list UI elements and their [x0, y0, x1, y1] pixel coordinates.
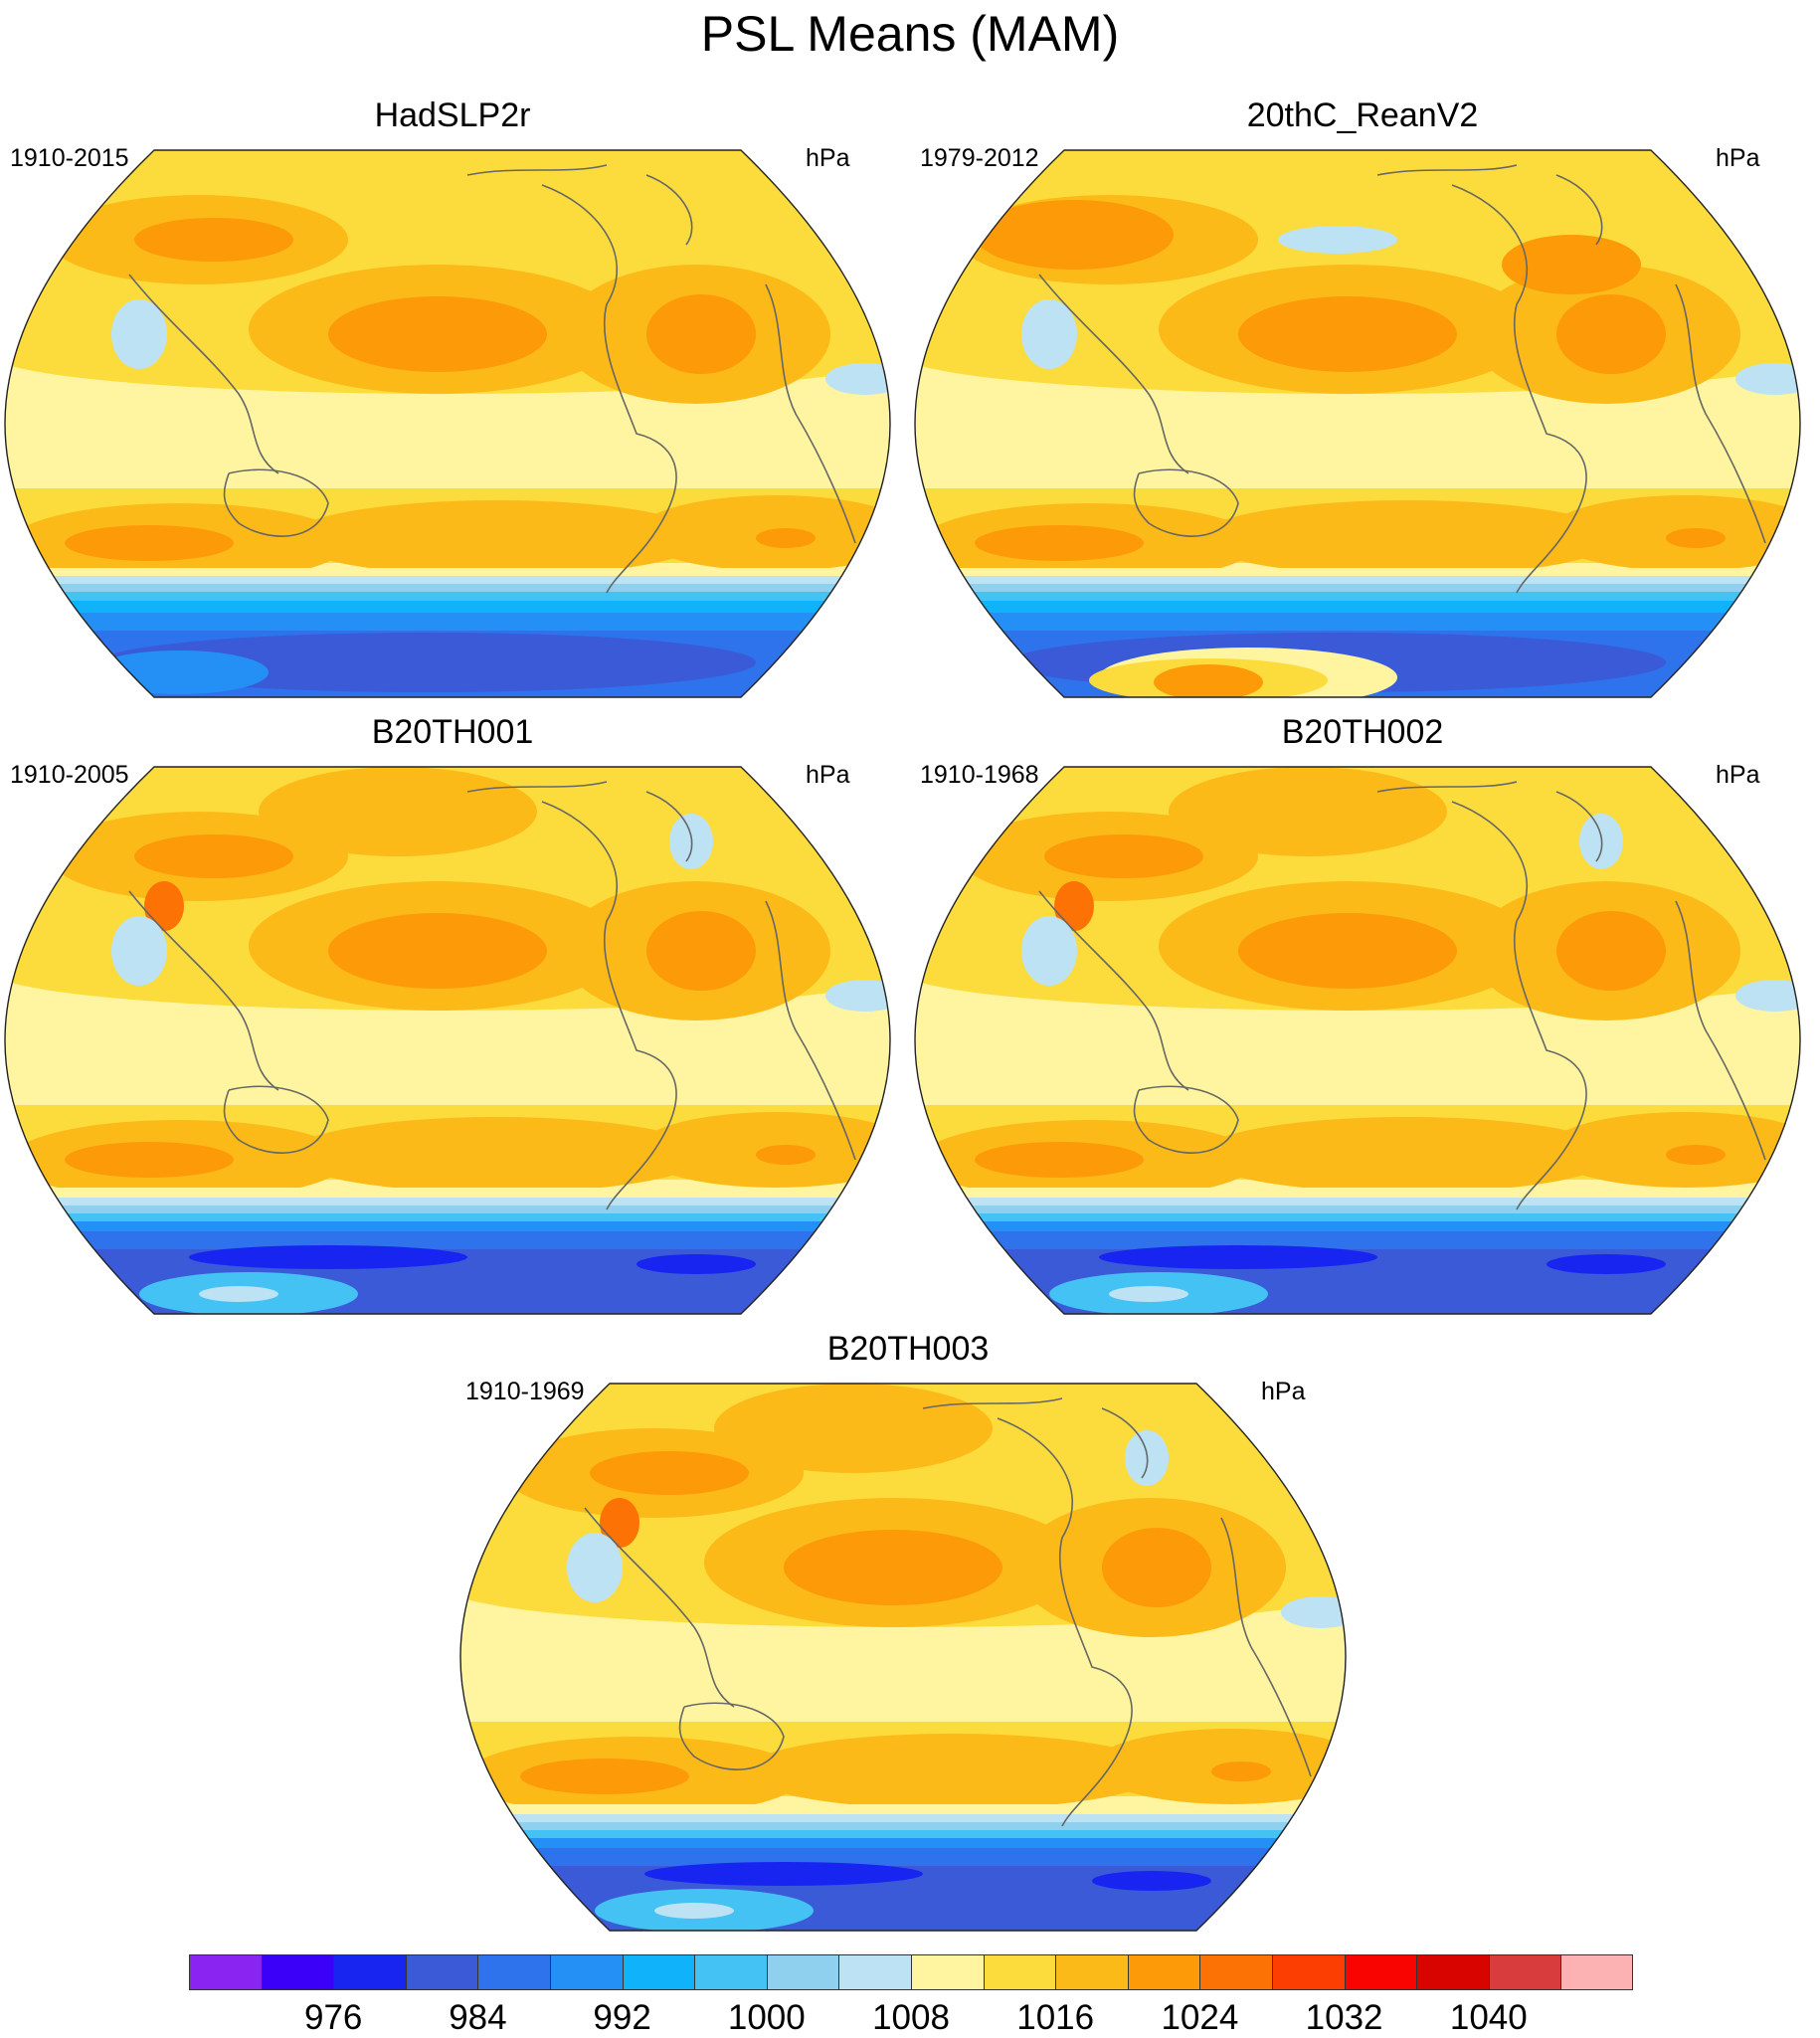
colorbar-tick-label: 1040: [1449, 1998, 1528, 2037]
pressure-colorbar: 976 984 992 1000 1008 1016 1024 1032 1040: [189, 1954, 1634, 2038]
map-panel-b20th003: B20TH003 1910-1969 hPa: [455, 1329, 1361, 1932]
colorbar-swatch: [1055, 1954, 1129, 1990]
panel-units: hPa: [1261, 1378, 1306, 1405]
colorbar-swatch: [911, 1954, 985, 1990]
sea-level-pressure-map: [4, 766, 891, 1315]
panel-title: B20TH001: [371, 713, 534, 751]
sea-level-pressure-map: [914, 149, 1801, 698]
map-panel-b20th001: B20TH001 1910-2005 hPa: [0, 712, 905, 1315]
panel-title: B20TH003: [826, 1330, 990, 1368]
colorbar-swatch: [622, 1954, 695, 1990]
colorbar-swatch: [1416, 1954, 1490, 1990]
colorbar-swatch: [1272, 1954, 1346, 1990]
panel-units: hPa: [806, 144, 850, 172]
colorbar-swatch: [694, 1954, 768, 1990]
colorbar-swatch: [550, 1954, 624, 1990]
panel-title: B20TH002: [1281, 713, 1444, 751]
colorbar-tick-label: 1008: [872, 1998, 950, 2037]
panel-period: 1910-1969: [465, 1378, 585, 1405]
map-panel-20thc-reanv2: 20thC_ReanV2 1979-2012 hPa: [910, 95, 1815, 698]
colorbar-swatch: [261, 1954, 334, 1990]
sea-level-pressure-map: [4, 149, 891, 698]
figure-title: PSL Means (MAM): [700, 6, 1120, 62]
panel-period: 1910-2005: [10, 761, 129, 789]
colorbar-tick-label: 976: [303, 1998, 363, 2037]
colorbar-swatch: [838, 1954, 912, 1990]
colorbar-tick-label: 1024: [1161, 1998, 1239, 2037]
map-panel-hadslp2r: HadSLP2r 1910-2015 hPa: [0, 95, 905, 698]
colorbar-swatch: [189, 1954, 263, 1990]
colorbar-swatch: [1199, 1954, 1273, 1990]
panel-units: hPa: [1716, 144, 1760, 172]
sea-level-pressure-map: [914, 766, 1801, 1315]
colorbar-swatch: [766, 1954, 839, 1990]
colorbar-tick-label: 1016: [1016, 1998, 1095, 2037]
panel-period: 1979-2012: [920, 144, 1039, 172]
colorbar-swatch: [477, 1954, 551, 1990]
panel-title: HadSLP2r: [374, 96, 531, 134]
colorbar-tick-label: 984: [449, 1998, 507, 2037]
panel-period: 1910-2015: [10, 144, 129, 172]
colorbar-tick-label: 1000: [727, 1998, 806, 2037]
colorbar-swatch: [1488, 1954, 1561, 1990]
colorbar-swatch: [983, 1954, 1056, 1990]
colorbar-tick-label: 1032: [1305, 1998, 1383, 2037]
sea-level-pressure-map: [459, 1383, 1347, 1932]
colorbar-swatch: [405, 1954, 478, 1990]
colorbar-swatch: [1127, 1954, 1200, 1990]
panel-units: hPa: [1716, 761, 1760, 789]
panel-units: hPa: [806, 761, 850, 789]
map-panel-b20th002: B20TH002 1910-1968 hPa: [910, 712, 1815, 1315]
panel-period: 1910-1968: [920, 761, 1039, 789]
panel-title: 20thC_ReanV2: [1246, 96, 1479, 134]
colorbar-swatch: [1560, 1954, 1634, 1990]
colorbar-swatch: [333, 1954, 407, 1990]
colorbar-tick-label: 992: [593, 1998, 651, 2037]
colorbar-swatch: [1344, 1954, 1417, 1990]
